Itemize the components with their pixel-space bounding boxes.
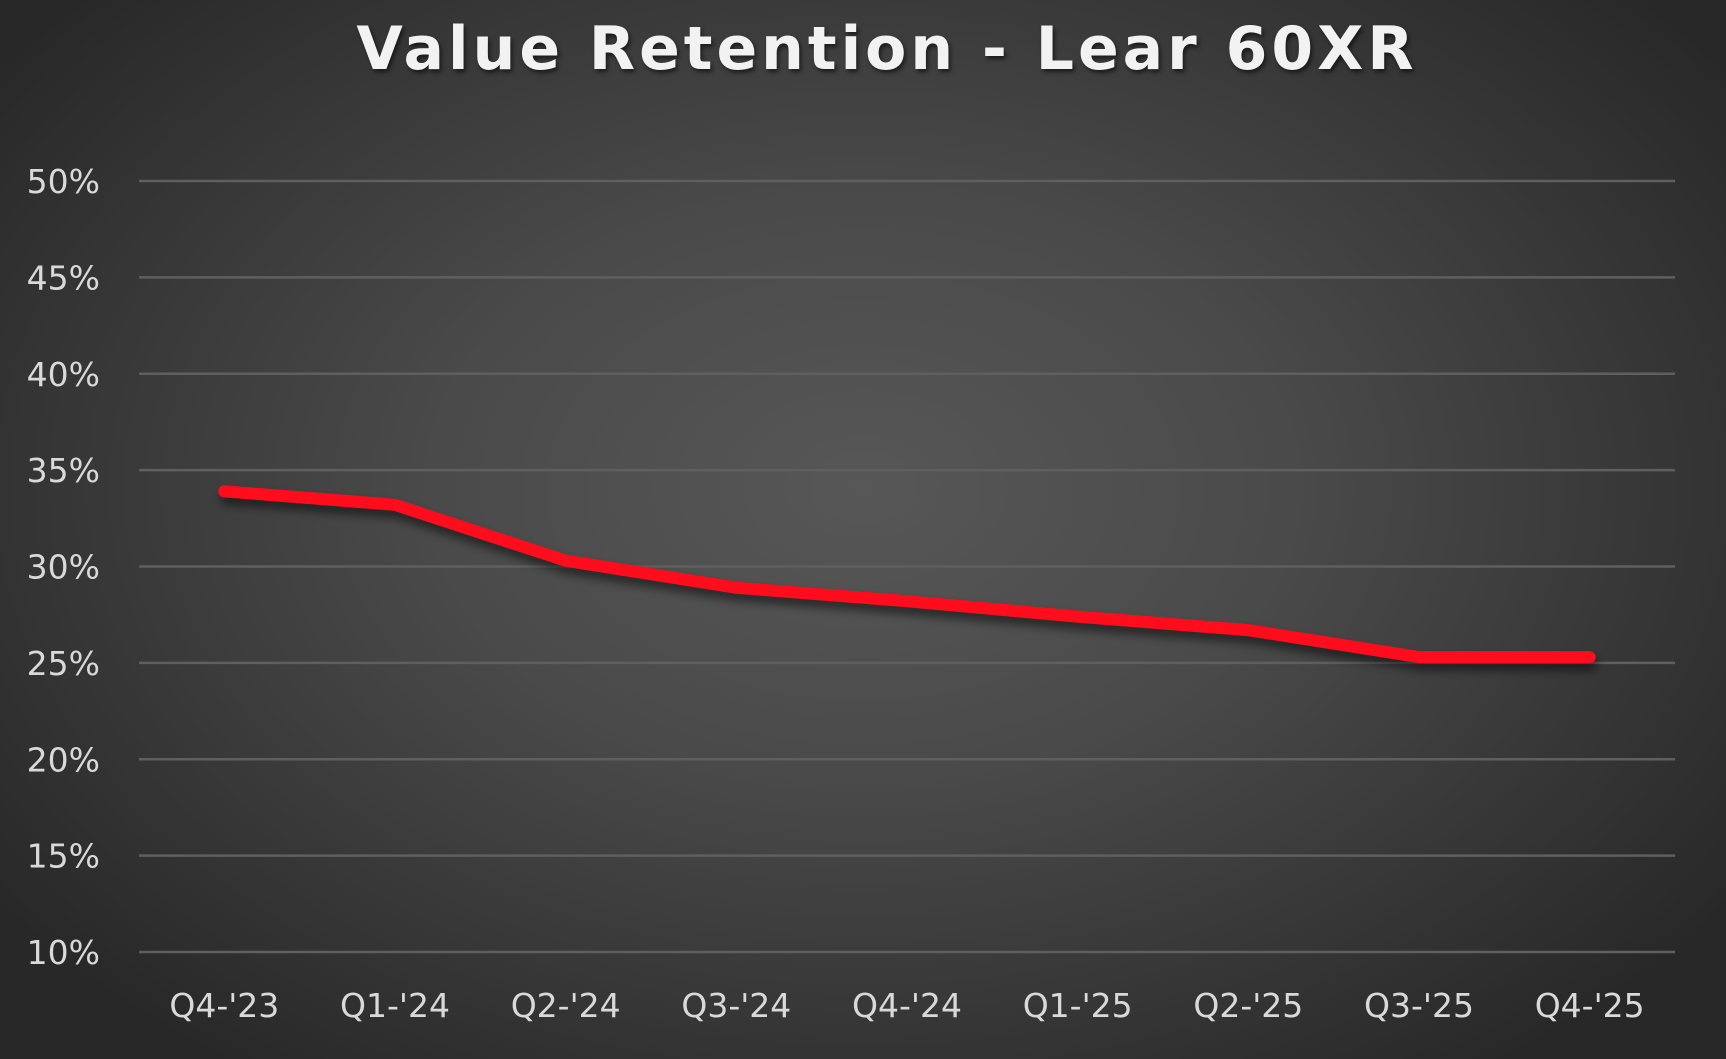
y-tick-label: 20% bbox=[27, 740, 100, 779]
y-tick-label: 40% bbox=[27, 355, 100, 394]
series-line bbox=[218, 485, 1596, 664]
x-tick-label: Q4-'24 bbox=[852, 986, 962, 1025]
y-tick-label: 35% bbox=[27, 451, 100, 490]
y-tick-label: 15% bbox=[27, 837, 100, 876]
x-tick-label: Q3-'24 bbox=[681, 986, 791, 1025]
x-tick-label: Q1-'24 bbox=[340, 986, 450, 1025]
y-axis-ticks: 10% 15% 20% 25% 30% 35% 40% 45% 50% bbox=[27, 162, 100, 972]
chart-title: Value Retention - Lear 60XR bbox=[356, 14, 1418, 84]
x-tick-label: Q2-'24 bbox=[511, 986, 621, 1025]
y-tick-label: 30% bbox=[27, 548, 100, 587]
y-tick-label: 50% bbox=[27, 162, 100, 201]
x-tick-label: Q4-'25 bbox=[1535, 986, 1645, 1025]
x-tick-label: Q4-'23 bbox=[169, 986, 279, 1025]
x-tick-label: Q1-'25 bbox=[1023, 986, 1133, 1025]
x-tick-label: Q3-'25 bbox=[1364, 986, 1474, 1025]
x-axis-ticks: Q4-'23 Q1-'24 Q2-'24 Q3-'24 Q4-'24 Q1-'25 Q2-'… bbox=[169, 986, 1644, 1025]
y-tick-label: 25% bbox=[27, 644, 100, 683]
x-tick-label: Q2-'25 bbox=[1193, 986, 1303, 1025]
series-lines bbox=[218, 485, 1596, 664]
y-tick-label: 10% bbox=[27, 933, 100, 972]
gridlines bbox=[139, 179, 1675, 954]
y-tick-label: 45% bbox=[27, 258, 100, 297]
